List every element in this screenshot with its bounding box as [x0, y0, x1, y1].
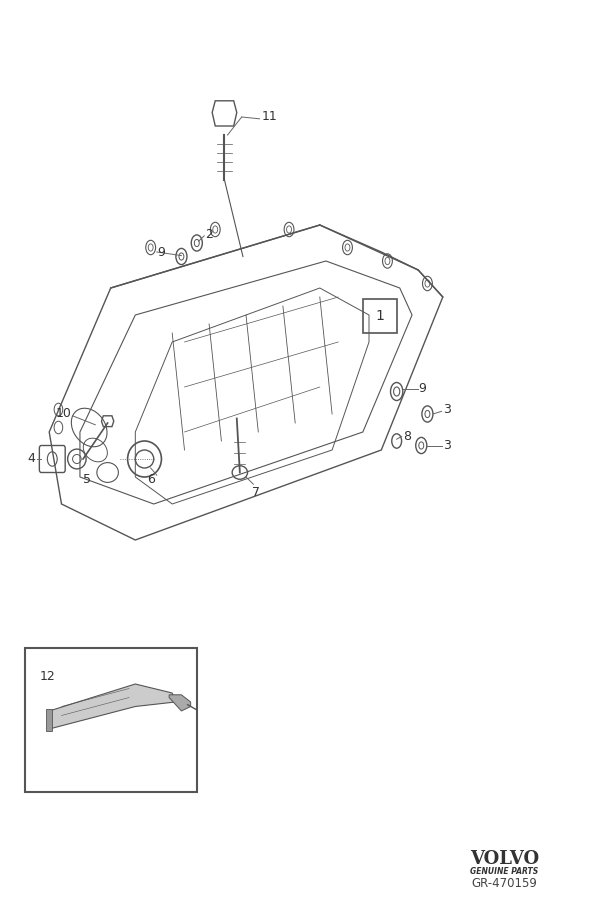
Text: 8: 8	[403, 430, 411, 443]
Polygon shape	[169, 695, 191, 711]
Text: 9: 9	[157, 246, 165, 258]
Text: 6: 6	[148, 473, 156, 486]
Text: 2: 2	[205, 228, 213, 240]
Text: 3: 3	[443, 403, 451, 416]
Text: 7: 7	[252, 486, 260, 499]
Text: 5: 5	[83, 473, 91, 486]
Text: GENUINE PARTS: GENUINE PARTS	[470, 867, 538, 876]
Text: 10: 10	[55, 408, 71, 420]
Bar	[25, 648, 197, 792]
Text: 1: 1	[375, 309, 384, 323]
Polygon shape	[46, 709, 52, 731]
Polygon shape	[49, 684, 175, 729]
Text: GR-470159: GR-470159	[471, 878, 538, 890]
Text: 3: 3	[443, 439, 451, 452]
Text: 12: 12	[40, 670, 56, 683]
Text: 11: 11	[261, 111, 277, 123]
Text: VOLVO: VOLVO	[470, 850, 539, 868]
Text: 9: 9	[418, 382, 426, 395]
Text: 4: 4	[28, 453, 36, 465]
